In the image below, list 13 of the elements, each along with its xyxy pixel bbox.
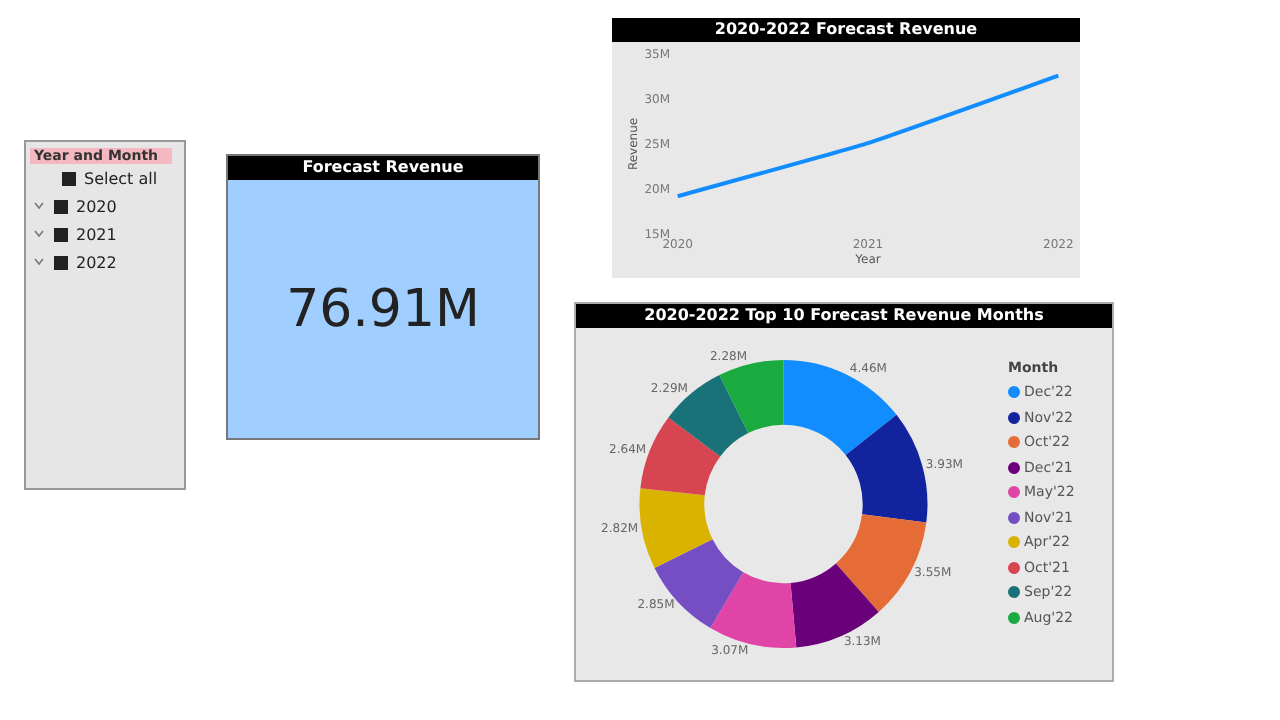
text: 2020 — [76, 197, 117, 215]
text: 2022 — [76, 253, 117, 271]
donut-slice — [719, 360, 784, 434]
text: Forecast Revenue — [228, 156, 538, 180]
donut-slice — [845, 414, 928, 523]
donut-slice — [783, 360, 897, 455]
donut-slice — [710, 572, 797, 648]
donut-slice — [639, 488, 713, 569]
donut-slice — [790, 563, 879, 648]
chart-title: 2020-2022 Top 10 Forecast Revenue Months — [576, 304, 1112, 328]
chart-title: 2020-2022 Forecast Revenue — [612, 18, 1080, 42]
text: Select all — [84, 169, 158, 187]
text: 76.91M — [284, 277, 482, 343]
